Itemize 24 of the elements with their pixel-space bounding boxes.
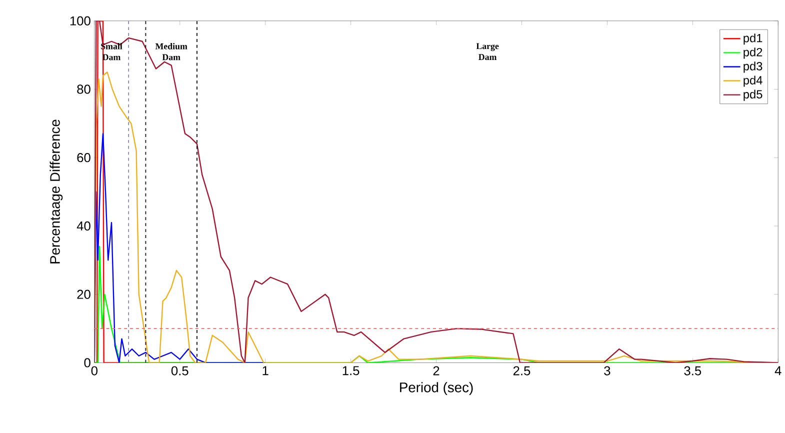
x-axis-title: Period (sec): [400, 382, 473, 395]
x-tick-label: 0: [91, 366, 98, 376]
y-tick-label: 100: [70, 16, 90, 26]
y-tick-label: 60: [77, 152, 90, 162]
x-tick-label: 0.5: [171, 366, 188, 376]
legend-label: pd4: [744, 76, 762, 87]
y-tick-label: 0: [84, 358, 90, 368]
x-tick-label: 2: [433, 366, 440, 376]
x-tick-label: 3: [604, 366, 610, 376]
legend-label: pd1: [744, 33, 762, 45]
x-tick-label: 3.5: [684, 366, 702, 376]
x-tick-label: 1.5: [342, 366, 360, 376]
annotation: Large Dam: [476, 43, 499, 60]
x-tick-label: 4: [774, 366, 782, 375]
x-tick-label: 2.5: [513, 366, 530, 376]
legend-label: pd5: [744, 90, 762, 101]
legend-label: pd3: [744, 62, 762, 73]
x-tick-label: 1: [262, 366, 268, 375]
annotation: Medium Dam: [155, 42, 188, 60]
y-axis-title: Percentaage Difference: [50, 120, 63, 264]
legend-label: pd2: [744, 47, 762, 59]
y-tick-label: 80: [77, 84, 90, 94]
y-tick-label: 40: [76, 221, 90, 230]
y-tick-label: 20: [77, 290, 90, 299]
